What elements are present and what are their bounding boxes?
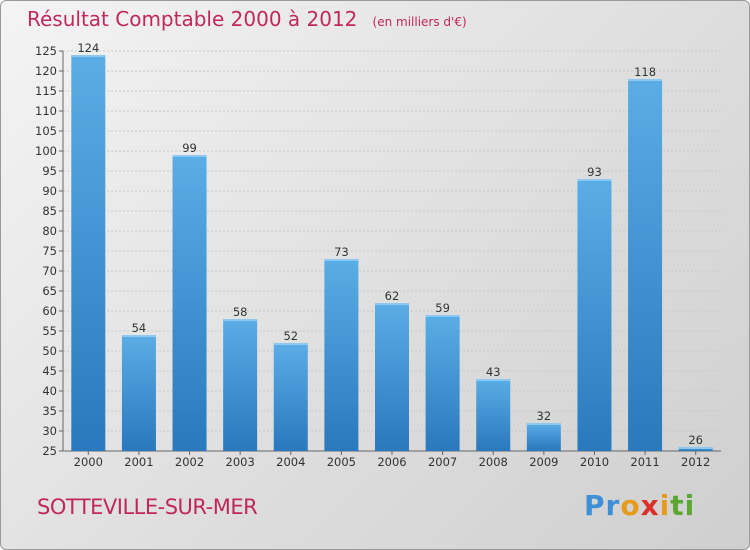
y-tick-label: 40 <box>42 384 57 398</box>
bar-top-highlight <box>375 303 409 305</box>
bar-2011 <box>628 79 663 451</box>
x-tick-label-2001: 2001 <box>124 455 153 469</box>
x-tick-label-2006: 2006 <box>377 455 406 469</box>
bar-top-highlight <box>678 447 713 449</box>
value-label-2000: 124 <box>77 41 99 55</box>
unit-note: (en milliers d'€) <box>372 15 467 29</box>
bar-2005 <box>324 259 359 451</box>
value-label-2007: 59 <box>435 301 450 315</box>
value-label-2002: 99 <box>182 141 197 155</box>
logo-letter: P <box>584 489 606 522</box>
value-label-2003: 58 <box>233 305 248 319</box>
bars <box>71 55 713 451</box>
bar-2006 <box>375 303 409 451</box>
x-tick-label-2002: 2002 <box>175 455 204 469</box>
y-tick-label: 75 <box>42 244 57 258</box>
bar-2009 <box>526 423 561 451</box>
logo-letter: i <box>684 489 696 522</box>
x-tick-label-2010: 2010 <box>580 455 609 469</box>
bar-top-highlight <box>324 259 359 261</box>
x-tick-label-2004: 2004 <box>276 455 305 469</box>
x-tick-label-2011: 2011 <box>630 455 659 469</box>
bar-2007 <box>425 315 460 451</box>
y-tick-label: 65 <box>42 284 57 298</box>
bar-top-highlight <box>526 423 561 425</box>
y-tick-label: 95 <box>42 164 57 178</box>
y-tick-label: 105 <box>35 124 57 138</box>
proxiti-logo: Proxiti <box>584 489 695 522</box>
y-tick-label: 90 <box>42 184 57 198</box>
value-label-2004: 52 <box>283 329 298 343</box>
bar-top-highlight <box>121 335 156 337</box>
y-tick-label: 125 <box>35 44 57 58</box>
x-tick-label-2003: 2003 <box>226 455 255 469</box>
title-row: Résultat Comptable 2000 à 2012 (en milli… <box>27 7 467 31</box>
bar-2010 <box>577 179 612 451</box>
y-tick-label: 70 <box>42 264 57 278</box>
value-label-2008: 43 <box>486 365 501 379</box>
bar-top-highlight <box>172 155 207 157</box>
value-labels: 124 54 99 58 52 73 62 59 43 32 93 118 26 <box>77 41 703 447</box>
y-tick-label: 35 <box>42 404 57 418</box>
bar-2000 <box>71 55 106 451</box>
bar-2001 <box>121 335 156 451</box>
x-tick-labels: 2000 2001 2002 2003 2004 2005 2006 2007 2008 2009… <box>74 451 710 469</box>
y-tick-label: 30 <box>42 424 57 438</box>
value-label-2006: 62 <box>385 289 400 303</box>
x-tick-label-2005: 2005 <box>327 455 356 469</box>
bar-top-highlight <box>577 179 612 181</box>
x-tick-label-2000: 2000 <box>74 455 103 469</box>
x-tick-label-2012: 2012 <box>681 455 710 469</box>
chart-title: Résultat Comptable 2000 à 2012 <box>27 7 358 31</box>
bar-2008 <box>476 379 511 451</box>
x-tick-label-2007: 2007 <box>428 455 457 469</box>
y-tick-label: 45 <box>42 364 57 378</box>
value-label-2012: 26 <box>688 433 703 447</box>
bar-top-highlight <box>71 55 106 57</box>
logo-letter: o <box>620 489 641 522</box>
value-label-2005: 73 <box>334 245 349 259</box>
y-tick-label: 55 <box>42 324 57 338</box>
logo-letter: i <box>659 489 671 522</box>
y-tick-label: 25 <box>42 444 57 458</box>
y-tick-label: 85 <box>42 204 57 218</box>
x-tick-label-2008: 2008 <box>479 455 508 469</box>
logo-letter: r <box>605 489 621 522</box>
bar-top-highlight <box>223 319 258 321</box>
y-tick-label: 120 <box>35 64 57 78</box>
bar-top-highlight <box>273 343 308 345</box>
x-tick-label-2009: 2009 <box>529 455 558 469</box>
y-tick-label: 100 <box>35 144 57 158</box>
bar-top-highlight <box>628 79 663 81</box>
y-tick-labels: 25 30 35 40 45 50 55 60 65 70 75 80 85 90 95 100 105 110 1… <box>35 44 57 458</box>
value-label-2001: 54 <box>132 321 147 335</box>
value-label-2011: 118 <box>634 65 656 79</box>
y-tick-label: 110 <box>35 104 57 118</box>
logo-letter: x <box>640 489 660 522</box>
location-label: SOTTEVILLE-SUR-MER <box>37 495 258 519</box>
y-tick-label: 60 <box>42 304 57 318</box>
bar-top-highlight <box>476 379 511 381</box>
value-label-2009: 32 <box>537 409 552 423</box>
y-tick-label: 115 <box>35 84 57 98</box>
y-tick-label: 80 <box>42 224 57 238</box>
y-tick-label: 50 <box>42 344 57 358</box>
bar-top-highlight <box>425 315 460 317</box>
logo-letter: t <box>670 489 685 522</box>
bar-2003 <box>223 319 258 451</box>
bar-2002 <box>172 155 207 451</box>
bar-2004 <box>273 343 308 451</box>
value-label-2010: 93 <box>587 165 602 179</box>
